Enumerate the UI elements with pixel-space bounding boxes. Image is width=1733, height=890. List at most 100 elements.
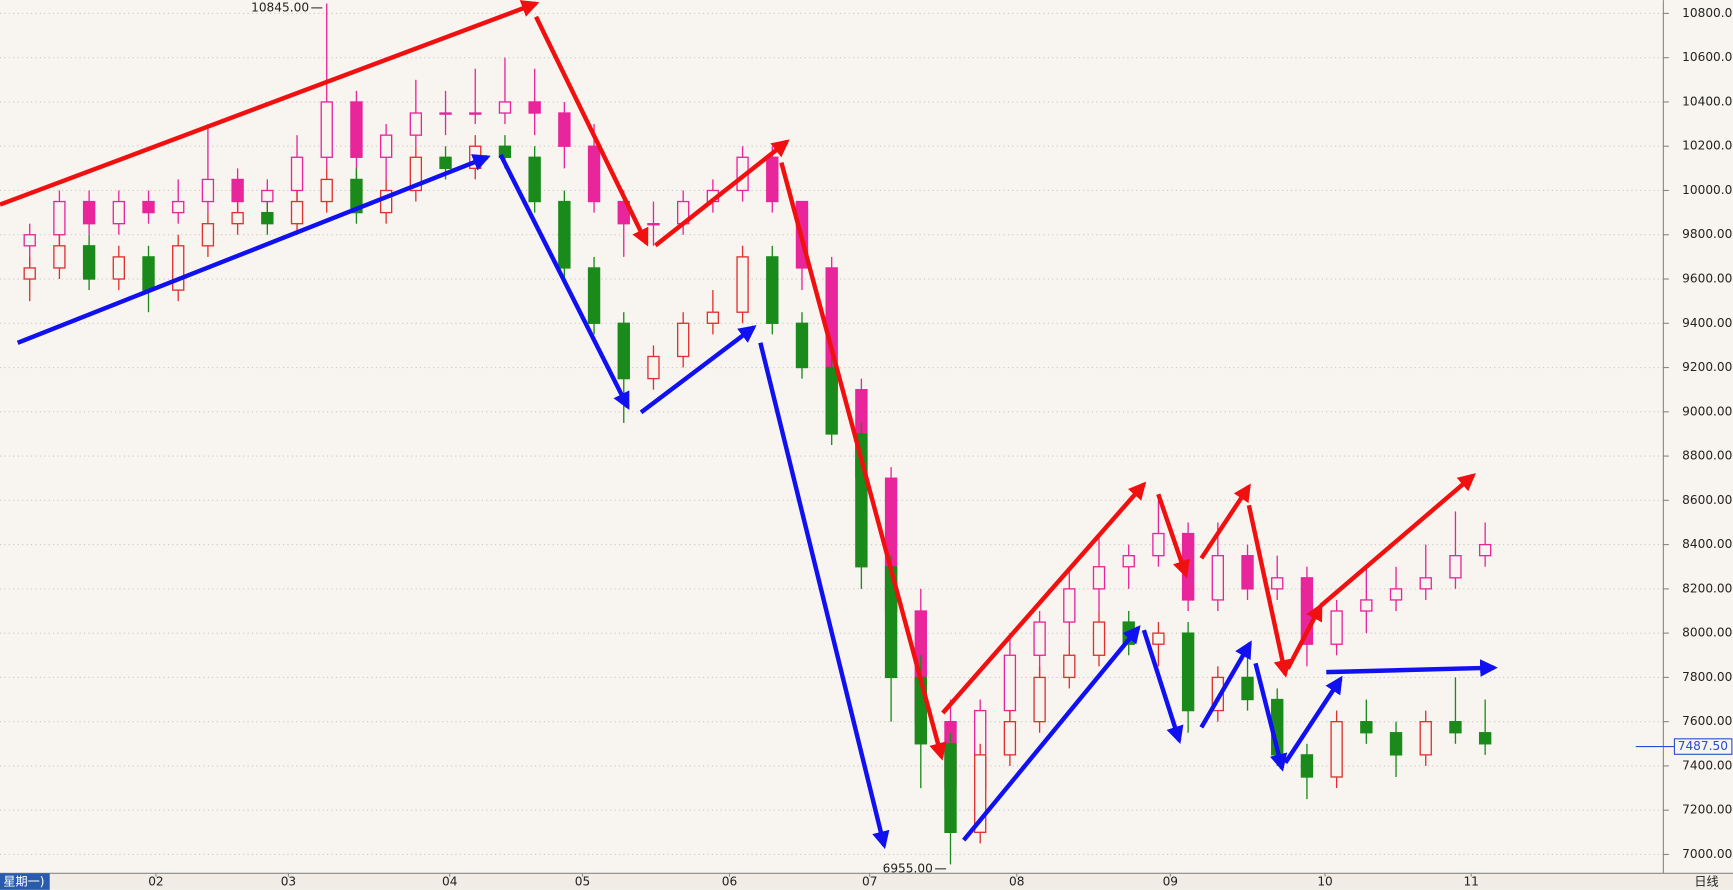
candle-body <box>1449 555 1462 579</box>
candle-body <box>142 200 155 214</box>
red-arrow <box>1199 483 1251 560</box>
candle-body <box>1003 721 1017 756</box>
candle-body <box>736 256 749 313</box>
candle-body <box>825 366 838 435</box>
candle-body <box>261 211 274 225</box>
y-tick-label: 9200.00 <box>1682 360 1732 374</box>
red-arrow <box>654 139 790 248</box>
x-tick-label: 09 <box>1163 875 1178 889</box>
candle-body <box>379 134 393 158</box>
candle-body <box>1241 676 1254 701</box>
candle-body <box>1092 566 1106 590</box>
blue-arrow <box>16 154 491 345</box>
candle-body <box>23 234 36 247</box>
y-tick-label: 9400.00 <box>1682 316 1732 330</box>
candle-body <box>53 245 66 269</box>
annotation: 10845.00 <box>251 0 309 14</box>
candle-body <box>1360 599 1373 612</box>
candle-body <box>1419 577 1432 590</box>
candle-body <box>676 322 690 358</box>
blue-arrow <box>639 325 757 415</box>
weekday-label: 星期一) <box>3 875 44 889</box>
candle-body <box>1478 732 1492 745</box>
candle-body <box>1092 621 1106 656</box>
red-arrow <box>779 162 947 761</box>
candle-body <box>409 112 423 136</box>
candle-body <box>23 267 36 280</box>
trend-arrows <box>0 0 1498 850</box>
weekday-box <box>0 873 50 890</box>
candle-body <box>409 156 423 192</box>
candle-body <box>558 200 571 269</box>
candle-body <box>1063 588 1076 623</box>
y-tick-label: 9600.00 <box>1682 272 1732 286</box>
x-tick-label: 07 <box>862 875 877 889</box>
x-tick-label: 02 <box>148 875 163 889</box>
y-tick-label: 10000.00 <box>1682 183 1733 197</box>
x-tick-label: 03 <box>281 875 296 889</box>
candle-body <box>1181 632 1195 712</box>
candle-body <box>617 322 630 380</box>
candle-body <box>558 112 571 147</box>
y-tick-label: 9000.00 <box>1682 404 1732 418</box>
candle-body <box>1211 555 1225 601</box>
annotation: 6955.00 <box>883 861 933 875</box>
blue-arrow <box>1199 640 1252 729</box>
candle-body <box>172 245 185 291</box>
labels: 7000.00 7200.00 7400.00 7600.00 7800.00 8000.… <box>148 0 1733 888</box>
y-tick-label: 8800.00 <box>1682 449 1732 463</box>
x-tick-label: 06 <box>722 875 737 889</box>
candle-body <box>1122 555 1135 568</box>
candle-body <box>1449 721 1462 734</box>
candle-body <box>1033 621 1046 656</box>
candle-body <box>855 433 868 568</box>
candle-body <box>112 256 126 280</box>
x-tick-label: 10 <box>1317 875 1332 889</box>
candle-body <box>320 178 333 203</box>
last-price-label: 7487.50 <box>1678 739 1728 753</box>
candle-body <box>1478 543 1492 557</box>
candle-body <box>974 754 987 833</box>
candle-body <box>261 189 274 203</box>
candles <box>23 3 1492 865</box>
candle-body <box>1241 555 1254 590</box>
candle-body <box>528 156 541 203</box>
y-tick-label: 8400.00 <box>1682 537 1732 551</box>
red-arrow <box>0 0 540 207</box>
y-tick-label: 8600.00 <box>1682 493 1732 507</box>
candle-body <box>1033 676 1046 723</box>
candle-body <box>1330 721 1343 778</box>
bottom-bar <box>0 873 1733 890</box>
blue-arrow <box>1326 659 1498 677</box>
candle-body <box>1360 721 1373 734</box>
candle-body <box>766 256 779 324</box>
candle-body <box>498 145 512 158</box>
candle-body <box>1063 654 1076 679</box>
candle-body <box>1389 588 1403 601</box>
candle-body <box>320 101 333 158</box>
candle-body <box>706 311 720 324</box>
x-tick-label: 04 <box>442 875 458 889</box>
candle-body <box>766 156 779 203</box>
red-arrow <box>941 481 1147 715</box>
candle-body <box>1330 610 1343 645</box>
candle-body <box>350 101 363 158</box>
candle-body <box>53 200 66 236</box>
candle-body <box>587 145 601 203</box>
candle-body <box>1152 532 1165 557</box>
y-tick-label: 7400.00 <box>1682 758 1732 772</box>
candle-body <box>201 223 215 247</box>
y-tick-label: 7800.00 <box>1682 670 1732 684</box>
blue-arrow <box>498 153 630 411</box>
y-tick-label: 10800.00 <box>1682 6 1733 20</box>
candle-body <box>439 156 452 170</box>
y-tick-label: 10400.00 <box>1682 94 1733 108</box>
candle-body <box>1300 754 1314 778</box>
candle-body <box>795 322 809 369</box>
last-price-box <box>1673 738 1733 755</box>
candle-body <box>82 245 96 280</box>
candle-body <box>142 256 155 291</box>
candle-body <box>82 200 96 225</box>
candle-body <box>112 200 126 225</box>
